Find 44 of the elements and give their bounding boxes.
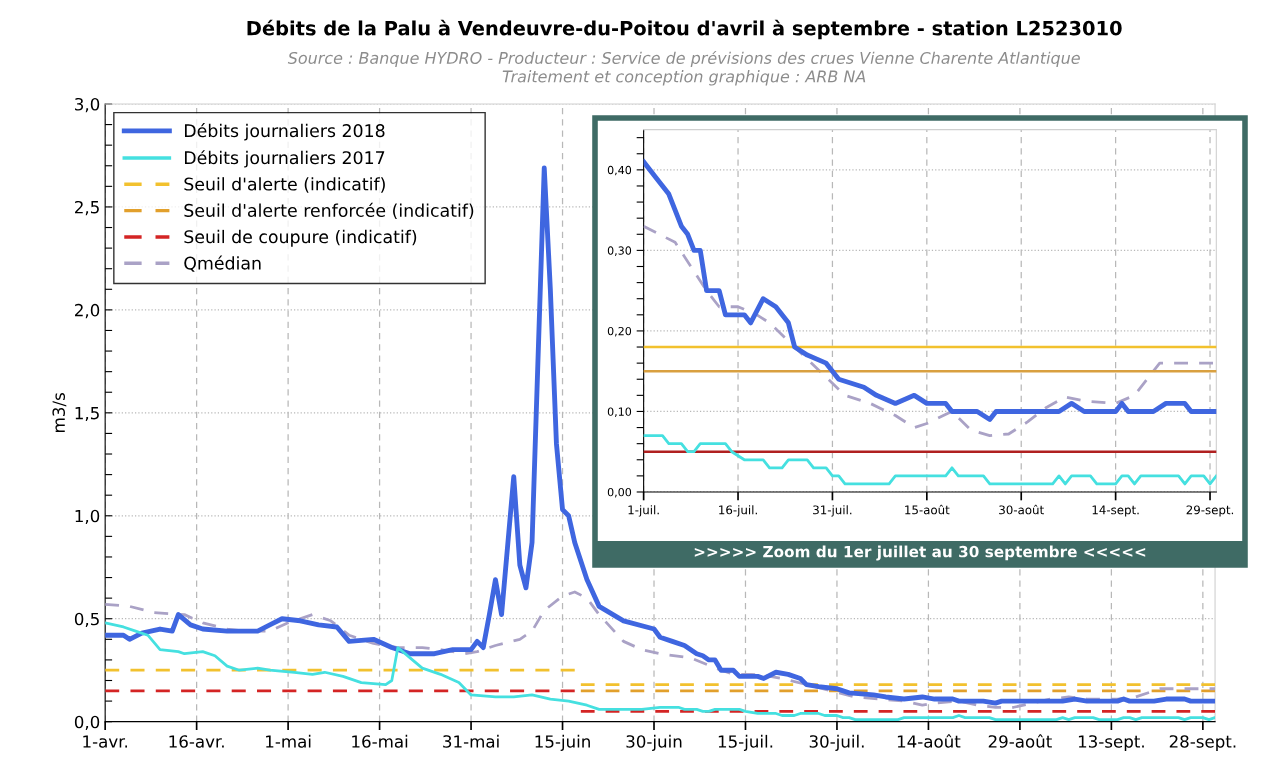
y-tick-label: 0,00 <box>607 487 632 498</box>
y-tick-label: 0,30 <box>607 246 632 256</box>
y-axis-title: m3/s <box>52 393 67 432</box>
chart-title: Débits de la Palu à Vendeuvre-du-Poitou d'avril à septembre - station L2523010 <box>247 19 1122 40</box>
x-tick-label: 28-sept. <box>1169 735 1236 751</box>
x-tick-label: 29-sept. <box>1186 505 1234 517</box>
legend-label: Débits journaliers 2018 <box>184 123 385 141</box>
legend-label: Seuil d'alerte (indicatif) <box>184 177 385 193</box>
x-tick-label: 15-juil. <box>718 734 773 751</box>
x-tick-label: 16-avr. <box>169 735 224 748</box>
legend-label: Seuil d'alerte renforcée (indicatif) <box>184 202 474 219</box>
x-tick-label: 14-août <box>897 734 961 748</box>
legend-label: Qmédian <box>184 255 261 272</box>
x-tick-label: 15-août <box>905 504 950 515</box>
y-tick-label: 2,0 <box>75 303 100 319</box>
legend-label: Débits journaliers 2017 <box>184 150 385 168</box>
x-tick-label: 1-mai <box>266 734 311 748</box>
x-tick-label: 30-août <box>999 504 1044 515</box>
legend-label: Seuil de coupure (indicatif) <box>184 229 417 247</box>
x-tick-label: 31-mai <box>443 734 499 748</box>
x-tick-label: 1-juil. <box>628 505 659 517</box>
x-tick-label: 30-juin <box>626 734 682 751</box>
y-tick-label: 0,0 <box>74 715 100 730</box>
y-tick-label: 2,5 <box>75 200 99 216</box>
x-tick-label: 30-juil. <box>809 734 864 751</box>
x-tick-label: 15-juin <box>535 734 590 751</box>
y-tick-label: 0,20 <box>607 326 632 337</box>
y-tick-label: 0,10 <box>607 407 632 417</box>
x-tick-label: 29-août <box>988 734 1052 748</box>
text: >>>>> Zoom du 1er juillet au 30 septembre <<<<< <box>694 545 1146 561</box>
y-tick-label: 3,0 <box>75 97 100 113</box>
x-tick-label: 16-mai <box>352 734 408 748</box>
x-tick-label: 16-juil. <box>719 505 757 517</box>
x-tick-label: 1-avr. <box>83 735 128 748</box>
x-tick-label: 14-sept. <box>1092 505 1139 517</box>
x-tick-label: 31-juil. <box>813 505 852 517</box>
y-tick-label: 0,40 <box>607 165 632 176</box>
x-tick-label: 13-sept. <box>1078 735 1144 751</box>
line-series <box>643 434 1217 486</box>
line-series <box>105 590 1216 709</box>
y-tick-label: 1,0 <box>75 509 100 525</box>
y-tick-label: 0,5 <box>74 612 99 627</box>
chart-subtitle: Source : Banque HYDRO - Producteur : Service de prévisions des crues Vienne Charente Atlantique Traitement et conception graphique : ARB NA <box>287 50 1080 86</box>
y-tick-label: 1,5 <box>75 407 99 422</box>
